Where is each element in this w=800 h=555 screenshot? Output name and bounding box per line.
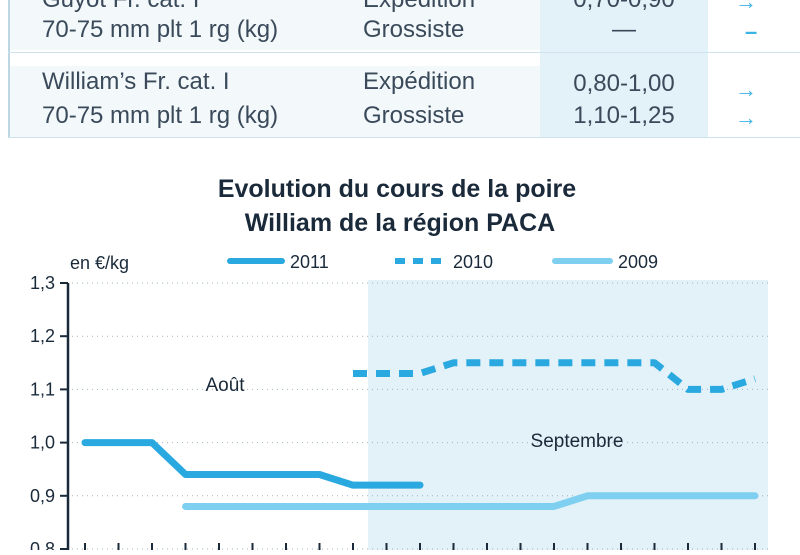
chart-title-line2: William de la région PACA (245, 209, 555, 237)
legend-label-2009: 2009 (618, 252, 658, 272)
series-line-2009 (182, 492, 759, 510)
legend-label-2011: 2011 (290, 252, 329, 272)
product-spec: 70-75 mm plt 1 rg (kg) (42, 102, 279, 129)
y-tick-label: 1,1 (30, 379, 55, 399)
market-stage: Grossiste (363, 102, 465, 129)
product-name: Guyot Fr. cat. I (42, 0, 199, 14)
price-table: Guyot Fr. cat. I 70-75 mm plt 1 rg (kg) … (0, 0, 800, 142)
legend-label-2010: 2010 (453, 252, 493, 272)
table-row-divider (8, 52, 800, 53)
price-value: 1,10-1,25 (573, 102, 675, 129)
price-chart: Evolution du cours de la poire William d… (0, 155, 800, 555)
trend-arrow-icon: → (735, 105, 757, 130)
y-tick-label: 1,2 (30, 326, 55, 346)
y-tick-label: 1,0 (30, 433, 55, 453)
table-row-bg (10, 66, 540, 138)
y-axis-unit-label: en €/kg (70, 253, 129, 273)
series-line-2011 (81, 439, 424, 489)
gridlines (60, 282, 768, 550)
price-value: — (612, 16, 636, 43)
table-left-rule (8, 0, 10, 138)
x-tick-marks (84, 543, 756, 550)
period-label-august: Août (205, 375, 245, 396)
y-tick-labels: 1,3 1,2 1,1 1,0 0,9 0,8 (30, 273, 55, 555)
table-bottom-rule (8, 137, 800, 138)
trend-arrow-icon: → (735, 77, 757, 102)
y-tick-label: 0,8 (30, 539, 55, 550)
y-tick-label: 0,9 (30, 486, 55, 506)
table-row-bg (10, 0, 540, 50)
series-line-2010 (353, 359, 757, 393)
trend-arrow-icon: → (735, 0, 757, 14)
market-stage: Expédition (363, 68, 476, 95)
y-tick-label: 1,3 (30, 273, 55, 293)
product-name: William’s Fr. cat. I (42, 68, 230, 95)
price-value: 0,70-0,90 (540, 0, 708, 14)
chart-svg: Evolution du cours de la poire William d… (30, 175, 768, 555)
price-column-band (540, 0, 708, 138)
chart-title-line1: Evolution du cours de la poire (218, 175, 576, 203)
price-value: 0,80-1,00 (573, 70, 675, 97)
trend-dash-icon: – (745, 19, 758, 44)
product-spec: 70-75 mm plt 1 rg (kg) (42, 16, 279, 43)
market-stage: Expédition (363, 0, 475, 14)
series-lines (81, 359, 759, 510)
market-stage: Grossiste (363, 16, 465, 43)
period-label-september: Septembre (531, 431, 624, 452)
